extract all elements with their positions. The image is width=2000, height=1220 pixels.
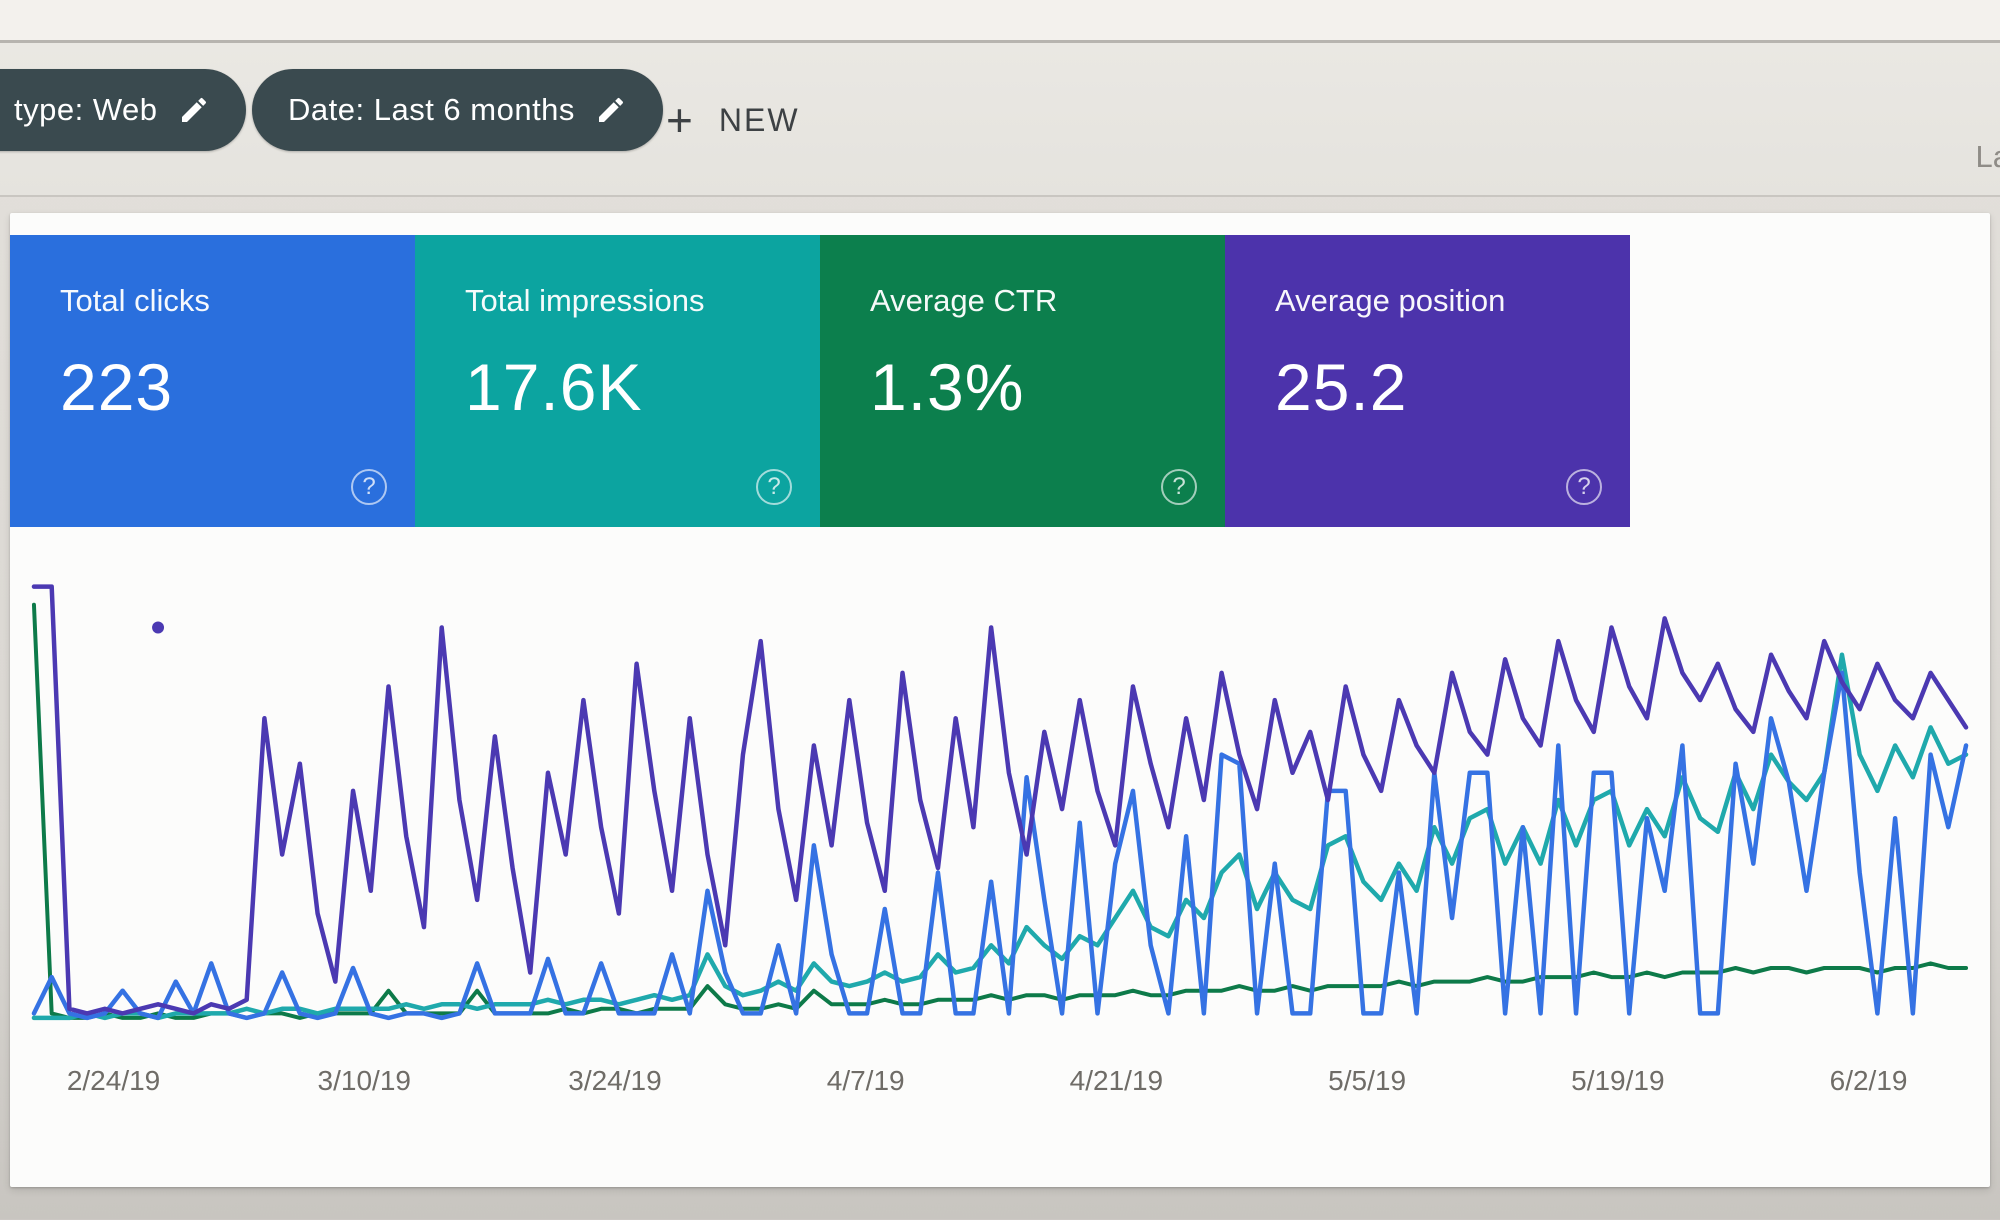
card-value: 25.2 [1275,350,1408,424]
performance-chart: 2/24/19 3/10/19 3/24/19 4/7/19 4/21/19 5/5/19… [24,557,1976,1119]
series-position-point [152,621,165,634]
card-value: 17.6K [465,350,643,424]
card-label: Total impressions [465,283,705,318]
chart-lines [31,584,1969,1021]
help-icon[interactable]: ? [1161,469,1197,505]
x-axis-labels: 2/24/19 3/10/19 3/24/19 4/7/19 4/21/19 5/5/19… [24,1047,1976,1119]
x-axis-label: 4/21/19 [1069,1065,1164,1096]
card-total-impressions[interactable]: Total impressions 17.6K ? [415,235,820,527]
card-value: 1.3% [870,350,1025,424]
search-type-chip-label: type: Web [14,92,158,127]
new-filter-button[interactable]: + NEW [650,87,816,153]
x-axis-label: 2/24/19 [66,1065,161,1096]
search-type-chip[interactable]: type: Web [0,69,246,151]
last-updated-text: La [1975,139,2000,174]
edit-icon[interactable] [178,94,210,126]
series-ctr-line [31,602,1969,1020]
plus-icon: + [666,94,693,146]
series-clicks-line [31,670,1969,1021]
x-axis-label: 3/10/19 [317,1065,411,1096]
help-icon[interactable]: ? [756,469,792,505]
x-axis-label: 5/5/19 [1328,1065,1407,1096]
new-filter-label: NEW [718,101,800,138]
card-average-ctr[interactable]: Average CTR 1.3% ? [820,235,1225,527]
date-range-chip[interactable]: Date: Last 6 months [252,69,663,151]
screen: type: Web Date: Last 6 months + NEW La T… [0,0,2000,1187]
edit-icon[interactable] [595,94,627,126]
help-icon[interactable]: ? [1566,469,1602,505]
card-label: Average CTR [870,283,1058,318]
card-label: Total clicks [60,283,210,318]
filter-bar: type: Web Date: Last 6 months + NEW La [0,43,2000,197]
summary-cards: Total clicks 223 ? Total impressions 17.… [10,235,1990,527]
x-axis-label: 4/7/19 [826,1065,905,1096]
x-axis-label: 5/19/19 [1571,1065,1665,1096]
card-value: 223 [60,350,174,424]
card-average-position[interactable]: Average position 25.2 ? [1225,235,1630,527]
top-strip [0,0,2000,43]
x-axis-label: 3/24/19 [568,1065,662,1096]
series-position-line [31,584,1969,1016]
card-total-clicks[interactable]: Total clicks 223 ? [10,235,415,527]
x-axis-label: 6/2/19 [1829,1065,1908,1096]
performance-panel: Total clicks 223 ? Total impressions 17.… [10,213,1990,1187]
help-icon[interactable]: ? [351,469,387,505]
card-label: Average position [1275,283,1506,318]
date-range-chip-label: Date: Last 6 months [288,92,575,127]
